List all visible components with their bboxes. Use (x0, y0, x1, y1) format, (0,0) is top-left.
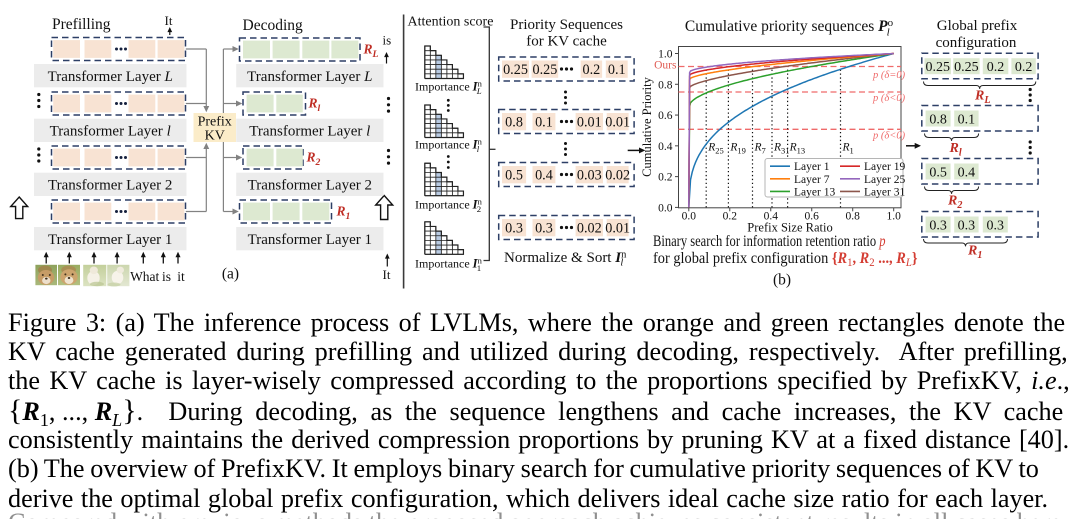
svg-text:R2: R2 (306, 150, 321, 169)
svg-text:0.8: 0.8 (505, 114, 523, 130)
svg-text:Transformer Layer L: Transformer Layer L (247, 69, 372, 85)
svg-text:R2: R2 (947, 194, 962, 212)
svg-text:Transformer Layer 2: Transformer Layer 2 (248, 178, 372, 194)
svg-text:RL: RL (363, 42, 379, 61)
svg-text:Attention score: Attention score (408, 15, 494, 30)
svg-text:0.2: 0.2 (583, 62, 601, 78)
svg-text:0.3: 0.3 (505, 220, 523, 236)
svg-text:Importance InL: Importance In L (415, 78, 483, 96)
svg-text:0.1: 0.1 (535, 114, 553, 130)
svg-text:Cumulative Priority: Cumulative Priority (640, 76, 654, 176)
svg-text:0.5: 0.5 (505, 167, 523, 183)
svg-text:0.01: 0.01 (605, 220, 630, 236)
svg-text:Layer 25: Layer 25 (864, 174, 905, 186)
svg-text:R1: R1 (336, 204, 351, 223)
svg-text:0.6: 0.6 (805, 211, 820, 223)
svg-text:Global prefix: Global prefix (937, 18, 1018, 34)
svg-text:What: What (130, 269, 159, 284)
svg-text:Decoding: Decoding (243, 17, 304, 34)
svg-text:Layer 13: Layer 13 (794, 186, 835, 198)
svg-text:it: it (177, 269, 185, 284)
svg-text:R19: R19 (729, 142, 746, 156)
svg-text:Layer 19: Layer 19 (864, 161, 905, 173)
svg-text:KV: KV (205, 129, 225, 144)
svg-text:R25: R25 (707, 142, 724, 156)
svg-text:Layer 7: Layer 7 (794, 174, 830, 186)
svg-text:0.2: 0.2 (723, 211, 738, 223)
svg-text:1.0: 1.0 (658, 49, 673, 61)
svg-text:0.4: 0.4 (658, 141, 673, 153)
svg-text:for KV cache: for KV cache (526, 34, 607, 50)
svg-text:RL: RL (974, 89, 991, 107)
svg-text:p (δ<0): p (δ<0) (872, 131, 906, 142)
svg-text:0.25: 0.25 (532, 62, 557, 78)
svg-text:Rl: Rl (949, 141, 962, 159)
svg-text:0.6: 0.6 (658, 110, 673, 122)
svg-text:Transformer Layer l: Transformer Layer l (50, 124, 171, 140)
svg-text:0.02: 0.02 (577, 220, 602, 236)
svg-text:Importance In2: Importance In 2 (415, 196, 483, 214)
svg-text:0.01: 0.01 (577, 114, 602, 130)
svg-text:(b): (b) (773, 272, 791, 289)
svg-text:R31: R31 (773, 142, 790, 156)
svg-text:0.3: 0.3 (987, 218, 1005, 233)
svg-text:1.0: 1.0 (887, 211, 902, 223)
svg-text:0.2: 0.2 (1015, 60, 1033, 75)
svg-text:R1: R1 (842, 142, 854, 156)
svg-text:0.4: 0.4 (958, 165, 976, 180)
svg-text:R1: R1 (967, 244, 982, 262)
svg-text:Normalize & Sort Inl: Normalize & Sort In l (504, 250, 627, 269)
svg-text:0.03: 0.03 (577, 167, 602, 183)
svg-text:(a): (a) (222, 266, 239, 283)
svg-text:0.8: 0.8 (846, 211, 861, 223)
svg-text:Cumulative priority sequences: Cumulative priority sequences Po l (685, 17, 894, 39)
svg-text:p (δ<0): p (δ<0) (872, 93, 906, 104)
svg-text:is: is (162, 269, 171, 284)
svg-text:Transformer Layer 1: Transformer Layer 1 (48, 232, 172, 248)
svg-text:It: It (383, 267, 391, 282)
svg-text:0.1: 0.1 (608, 62, 626, 78)
svg-text:0.0: 0.0 (658, 202, 673, 214)
svg-text:0.0: 0.0 (682, 211, 697, 223)
svg-text:0.4: 0.4 (535, 167, 553, 183)
svg-text:Priority Sequences: Priority Sequences (510, 17, 623, 33)
svg-text:is: is (383, 33, 392, 48)
svg-text:Importance In1: Importance In 1 (415, 255, 483, 273)
svg-text:p (δ=0): p (δ=0) (872, 70, 906, 81)
svg-text:0.25: 0.25 (926, 60, 951, 75)
svg-text:Prefix Size Ratio: Prefix Size Ratio (747, 221, 832, 235)
svg-text:Transformer Layer L: Transformer Layer L (48, 69, 173, 85)
svg-text:Layer 31: Layer 31 (864, 186, 905, 198)
svg-text:0.8: 0.8 (929, 112, 947, 127)
svg-text:Rl: Rl (308, 96, 321, 115)
svg-text:0.3: 0.3 (535, 220, 553, 236)
svg-text:Transformer Layer 1: Transformer Layer 1 (248, 232, 372, 248)
svg-text:0.3: 0.3 (958, 218, 976, 233)
svg-text:R13: R13 (789, 142, 806, 156)
svg-text:Layer 1: Layer 1 (794, 161, 830, 173)
svg-text:0.2: 0.2 (658, 172, 673, 184)
svg-text:0.8: 0.8 (658, 79, 673, 91)
svg-text:It: It (165, 13, 173, 28)
svg-text:0.02: 0.02 (605, 167, 630, 183)
svg-text:0.3: 0.3 (929, 218, 947, 233)
svg-text:Importance Inl: Importance In l (415, 136, 483, 154)
svg-text:0.1: 0.1 (958, 112, 976, 127)
svg-text:Prefix: Prefix (198, 115, 232, 130)
svg-text:for global prefix configuratio: for global prefix configuration {R1, R2 … (653, 250, 918, 269)
svg-text:0.5: 0.5 (929, 165, 947, 180)
svg-text:0.2: 0.2 (987, 60, 1005, 75)
svg-text:0.01: 0.01 (605, 114, 630, 130)
svg-text:R7: R7 (754, 142, 766, 156)
svg-text:Ours: Ours (654, 60, 677, 72)
svg-text:Binary search for information: Binary search for information retention … (653, 233, 886, 250)
svg-text:configuration: configuration (936, 35, 1017, 51)
svg-text:0.25: 0.25 (503, 62, 528, 78)
svg-text:Prefilling: Prefilling (52, 16, 111, 33)
svg-text:0.25: 0.25 (954, 60, 979, 75)
svg-text:Transformer Layer l: Transformer Layer l (249, 124, 370, 140)
svg-text:Transformer Layer 2: Transformer Layer 2 (48, 178, 172, 194)
svg-text:0.4: 0.4 (764, 211, 779, 223)
